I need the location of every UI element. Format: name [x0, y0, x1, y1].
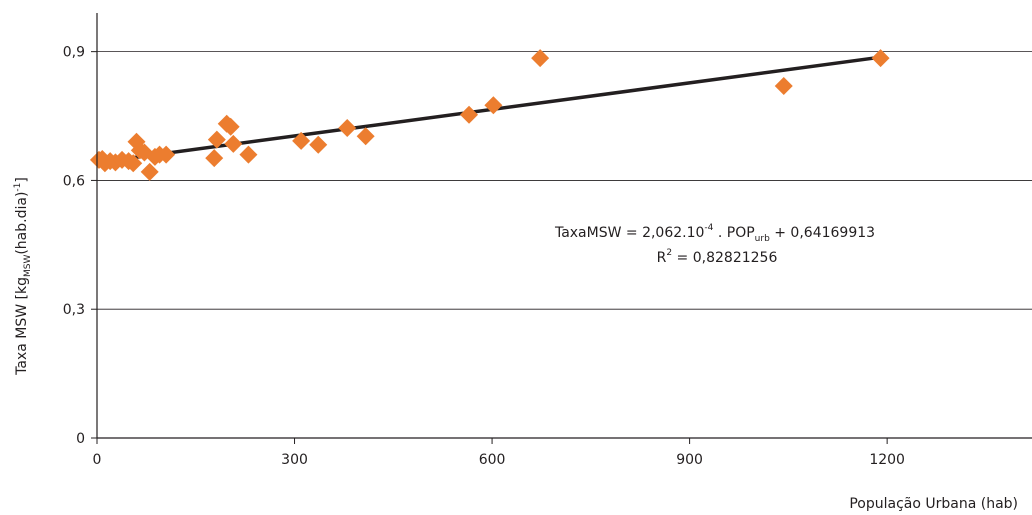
regression-equation: TaxaMSW = 2,062.10-4 . POPurb + 0,641699… — [554, 223, 875, 244]
data-point-marker — [531, 49, 550, 68]
y-tick-label: 0,6 — [63, 173, 85, 189]
y-tick-label: 0 — [76, 431, 85, 447]
tick-labels: 0 0,3 0,6 0,9 0 300 600 900 1200 — [63, 45, 905, 468]
data-point-marker — [239, 145, 258, 164]
y-axis-title: Taxa MSW [kgMSW(hab.dia)-1] — [13, 177, 33, 376]
x-axis-title: População Urbana (hab) — [849, 496, 1018, 512]
x-tick-label: 0 — [93, 452, 102, 468]
x-tick-label: 900 — [676, 452, 703, 468]
data-point-marker — [292, 131, 311, 150]
data-point-marker — [157, 145, 176, 164]
data-point-marker — [356, 127, 375, 146]
data-point-marker — [224, 134, 243, 153]
data-points — [89, 49, 890, 181]
x-tick-label: 1200 — [869, 452, 905, 468]
y-tick-label: 0,9 — [63, 45, 85, 61]
axes — [96, 13, 1032, 439]
x-tick-label: 600 — [479, 452, 506, 468]
data-point-marker — [207, 130, 226, 149]
data-point-marker — [484, 96, 503, 115]
grid-lines — [97, 51, 1032, 310]
data-point-marker — [124, 154, 143, 173]
data-point-marker — [460, 105, 479, 124]
data-point-marker — [338, 119, 357, 138]
data-point-marker — [309, 135, 328, 154]
data-point-marker — [221, 117, 240, 136]
r-squared-label: R2 = 0,82821256 — [657, 248, 778, 266]
y-tick-label: 0,3 — [63, 302, 85, 318]
x-tick-label: 300 — [281, 452, 308, 468]
data-point-marker — [140, 162, 159, 181]
data-point-marker — [871, 49, 890, 68]
data-point-marker — [205, 149, 224, 168]
data-point-marker — [774, 76, 793, 95]
